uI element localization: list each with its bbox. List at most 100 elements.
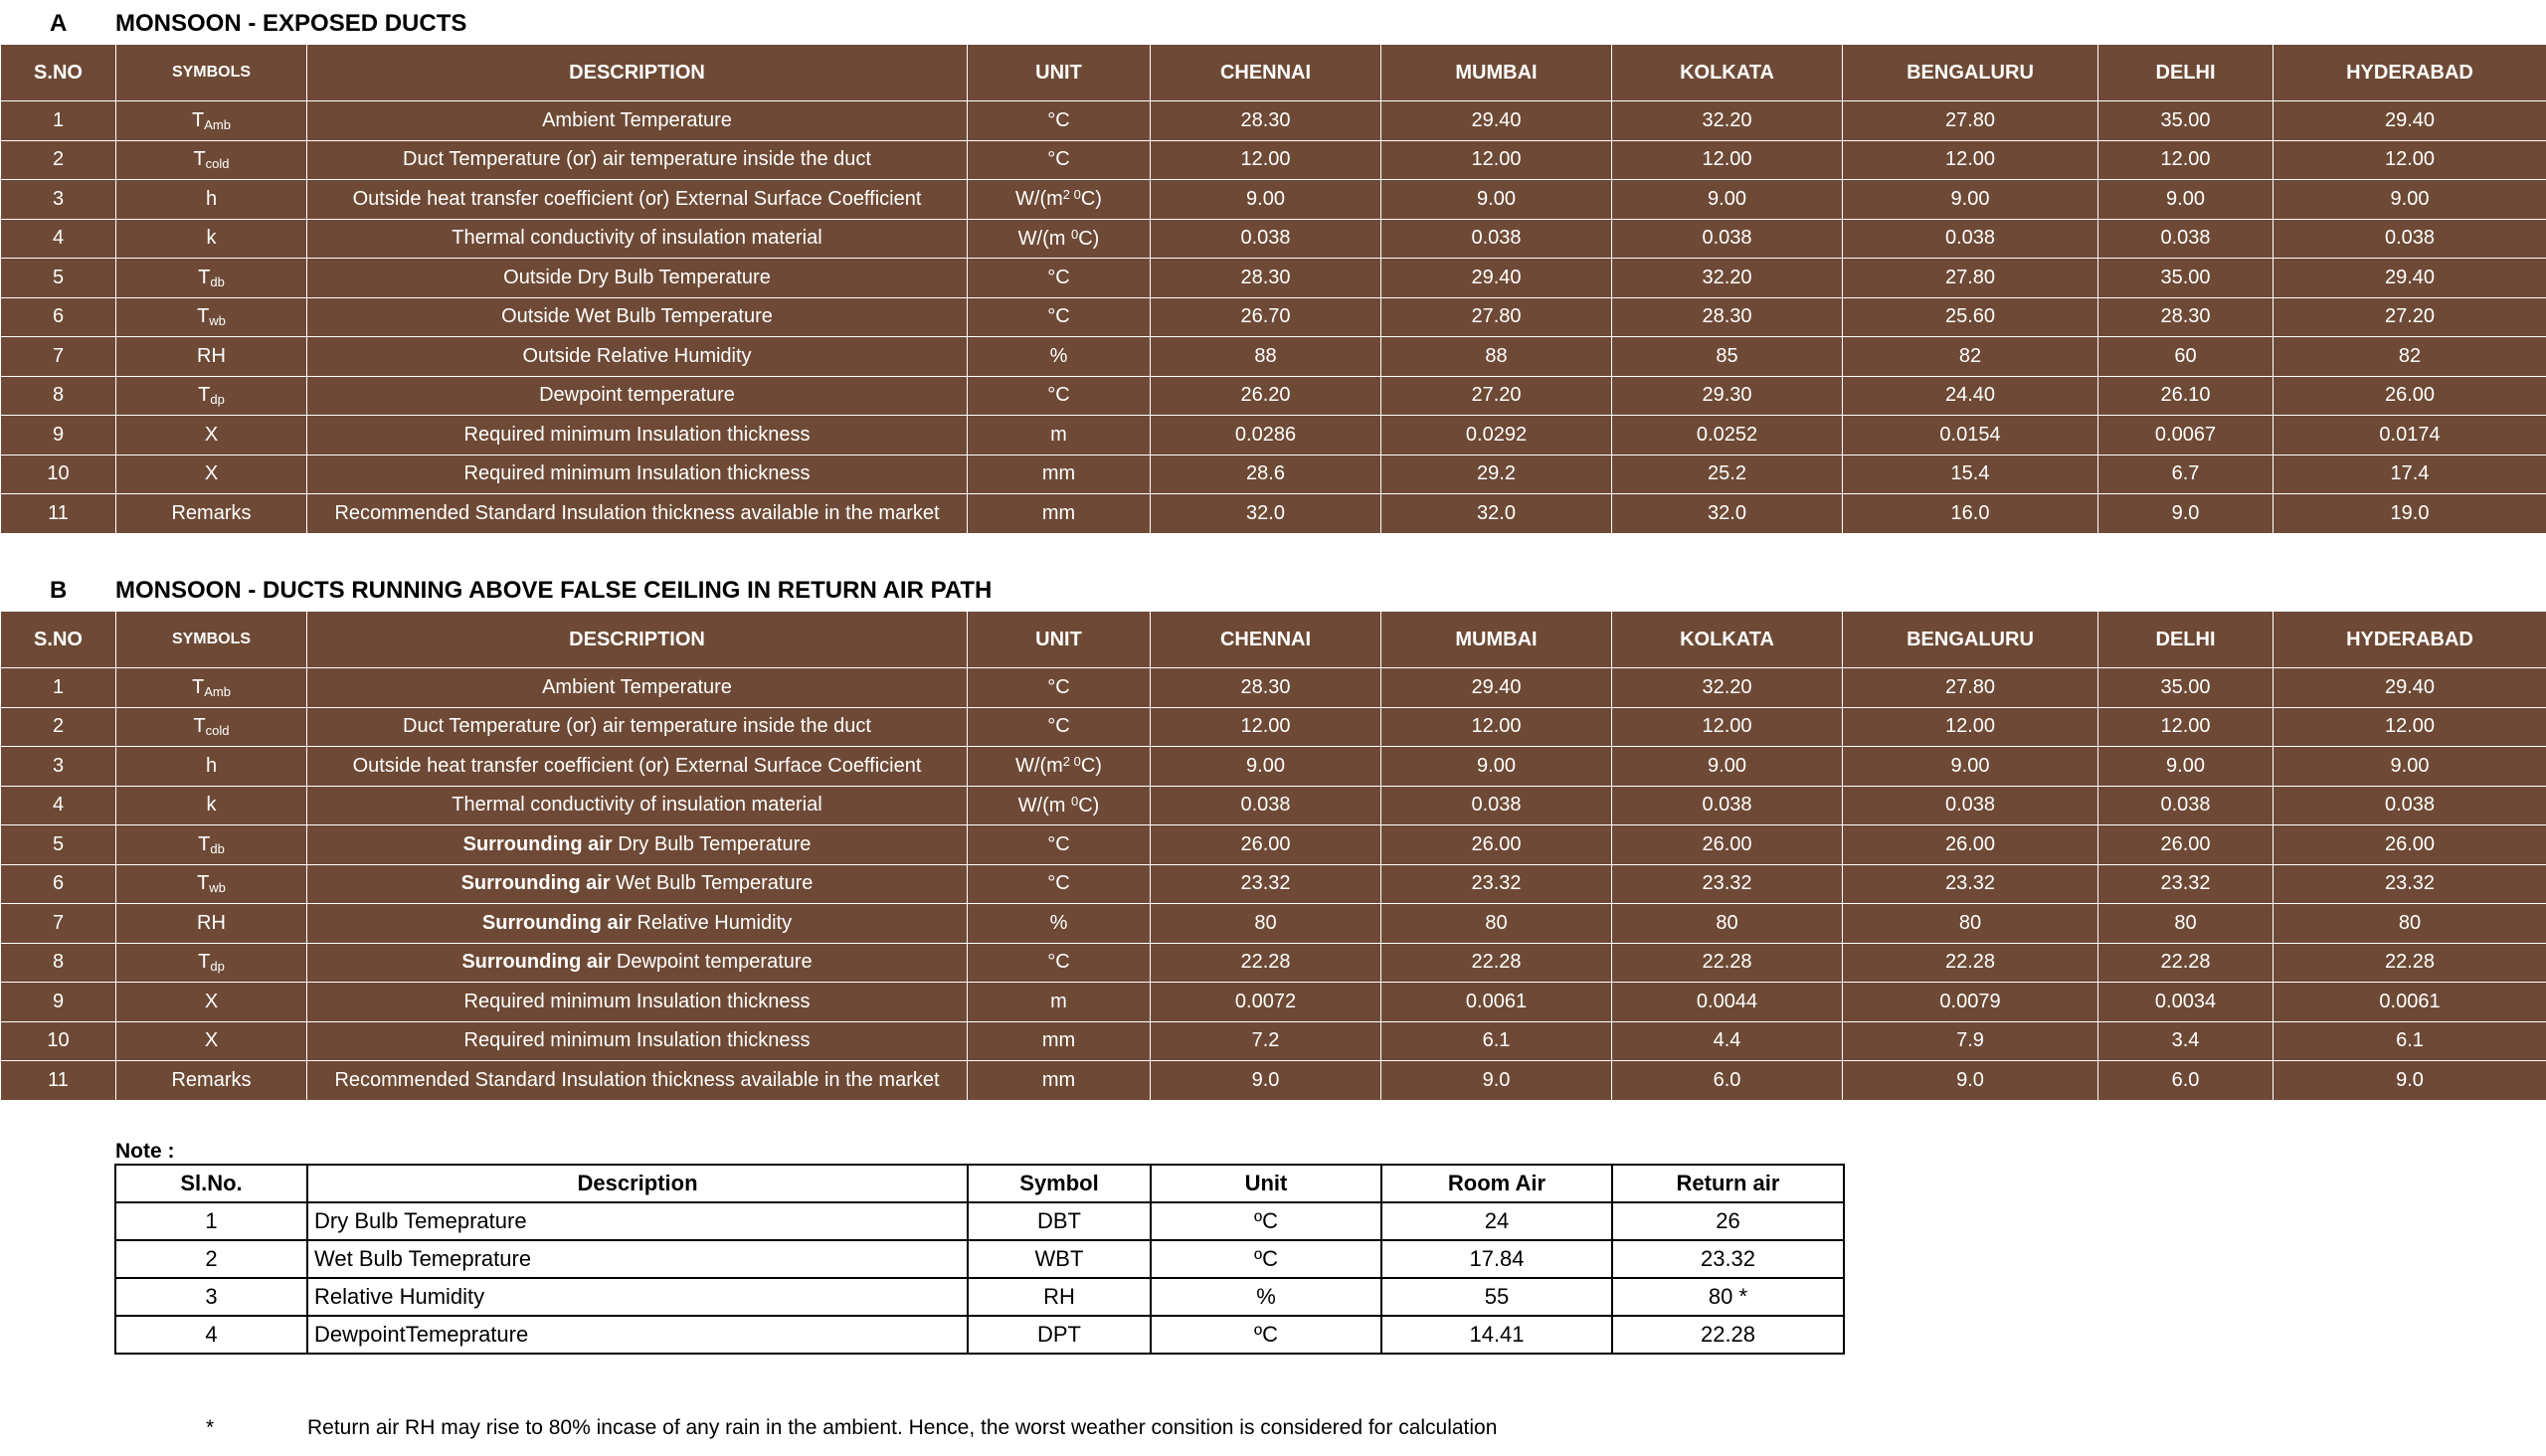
value-cell: 9.00 <box>2097 179 2273 220</box>
description-cell: Required minimum Insulation thickness <box>306 454 968 494</box>
symbol-text: X <box>204 990 219 1012</box>
unit-cell: °C <box>967 942 1151 983</box>
value-cell: 6.1 <box>1380 1020 1612 1061</box>
symbol-text: T <box>192 108 205 131</box>
note-cell: DBT <box>967 1201 1152 1241</box>
description-cell: Ambient Temperature <box>306 100 968 141</box>
column-header: HYDERABAD <box>2273 611 2546 668</box>
description-text: Thermal conductivity of insulation mater… <box>452 794 822 817</box>
unit-text: °C <box>1047 675 1070 698</box>
table-row: 4 k Thermal conductivity of insulation mat… <box>0 785 2546 825</box>
value-cell: 23.32 <box>2273 863 2546 904</box>
description-text: Wet Bulb Temperature <box>616 872 814 895</box>
unit-text: °C <box>1047 872 1070 895</box>
header-row: S.NO SYMBOLS DESCRIPTION UNIT CHENNAI MUMBAI K… <box>0 44 2546 101</box>
unit-cell: °C <box>967 258 1151 298</box>
unit-tail: C) <box>1080 755 1102 778</box>
note-table: Sl.No. Description Symbol Unit Room Air Retur… <box>114 1164 1845 1355</box>
description-text: Relative Humidity <box>636 911 793 934</box>
sno-cell: 3 <box>0 746 116 787</box>
symbol-cell: Twb <box>115 863 307 904</box>
unit-text: % <box>1049 344 1068 367</box>
section-a-letter: A <box>50 10 68 37</box>
value-cell: 32.0 <box>1150 493 1381 534</box>
table-row: 7 RH Surrounding air Relative Humidity% 80 8… <box>0 903 2546 944</box>
symbol-cell: Tdp <box>115 942 307 983</box>
unit-text: m <box>1050 423 1067 446</box>
value-cell: 9.00 <box>1842 746 2098 787</box>
column-header: KOLKATA <box>1611 44 1843 101</box>
description-text: Required minimum Insulation thickness <box>463 1029 811 1052</box>
value-cell: 12.00 <box>1380 706 1612 747</box>
unit-text: % <box>1049 911 1068 934</box>
value-cell: 9.00 <box>2273 746 2546 787</box>
note-row: 3 Relative Humidity RH% 55 80 * <box>114 1277 1845 1317</box>
value-cell: 22.28 <box>2097 942 2273 983</box>
value-cell: 27.20 <box>1380 375 1612 416</box>
column-header: HYDERABAD <box>2273 44 2546 101</box>
table-row: 1 TAmb Ambient Temperature °C 28.30 29.40 32.2… <box>0 100 2546 141</box>
symbol-subscript: Amb <box>204 683 231 699</box>
description-text: Outside heat transfer coefficient (or) E… <box>352 754 922 777</box>
table-row: 6 Twb Surrounding air Wet Bulb Temperature… <box>0 863 2546 904</box>
value-cell: 26.00 <box>1611 824 1843 865</box>
note-row: 2 Wet Bulb Temeprature WBT ºC 17.84 23.32 <box>114 1239 1845 1279</box>
column-header: CHENNAI <box>1150 44 1381 101</box>
symbol-subscript: dp <box>210 392 225 408</box>
note-cell: WBT <box>967 1239 1152 1279</box>
value-cell: 0.038 <box>1380 218 1612 259</box>
note-cell: Wet Bulb Temeprature <box>306 1239 969 1279</box>
description-cell: Surrounding air Dewpoint temperature <box>306 942 968 983</box>
unit-text: °C <box>1047 305 1070 328</box>
value-cell: 0.038 <box>2273 785 2546 825</box>
column-header: S.NO <box>0 44 116 101</box>
value-cell: 22.28 <box>1380 942 1612 983</box>
table-row: 9 X Required minimum Insulation thickness m… <box>0 982 2546 1022</box>
column-header: BENGALURU <box>1842 44 2098 101</box>
column-header: S.NO <box>0 611 116 668</box>
symbol-cell: Tcold <box>115 706 307 747</box>
symbol-text: RH <box>197 911 226 934</box>
symbol-cell: X <box>115 1020 307 1061</box>
value-cell: 29.40 <box>2273 100 2546 141</box>
value-cell: 0.0044 <box>1611 982 1843 1022</box>
value-cell: 23.32 <box>1380 863 1612 904</box>
note-cell: 26 <box>1611 1201 1845 1241</box>
unit-superscript: 2 0 <box>1062 754 1081 770</box>
value-cell: 22.28 <box>1150 942 1381 983</box>
unit-cell: °C <box>967 863 1151 904</box>
note-cell: DPT <box>967 1315 1152 1355</box>
column-header: UNIT <box>967 611 1151 668</box>
value-cell: 35.00 <box>2097 258 2273 298</box>
value-cell: 80 <box>2273 903 2546 944</box>
description-cell: Outside Relative Humidity <box>306 336 968 377</box>
unit-cell: m <box>967 982 1151 1022</box>
table-row: 10 X Required minimum Insulation thickness… <box>0 1020 2546 1061</box>
column-header: BENGALURU <box>1842 611 2098 668</box>
description-cell: Outside Wet Bulb Temperature <box>306 296 968 337</box>
value-cell: 0.0292 <box>1380 415 1612 455</box>
unit-tail: C) <box>1078 794 1100 817</box>
value-cell: 0.0154 <box>1842 415 2098 455</box>
unit-text: °C <box>1047 266 1070 288</box>
unit-text: W/(m <box>1015 188 1063 211</box>
note-cell: 22.28 <box>1611 1315 1845 1355</box>
column-header: SYMBOLS <box>115 611 307 668</box>
value-cell: 80 <box>1150 903 1381 944</box>
value-cell: 35.00 <box>2097 667 2273 708</box>
value-cell: 23.32 <box>2097 863 2273 904</box>
value-cell: 32.20 <box>1611 258 1843 298</box>
unit-cell: mm <box>967 454 1151 494</box>
unit-text: °C <box>1047 715 1070 738</box>
symbol-cell: RH <box>115 336 307 377</box>
value-cell: 9.00 <box>2273 179 2546 220</box>
description-text: Dry Bulb Temperature <box>618 832 812 855</box>
table-row: 3 h Outside heat transfer coefficient (or)… <box>0 746 2546 787</box>
sno-cell: 11 <box>0 1060 116 1101</box>
note-cell: 24 <box>1380 1201 1613 1241</box>
symbol-text: k <box>206 227 217 250</box>
note-cell: 55 <box>1380 1277 1613 1317</box>
symbol-subscript: cold <box>205 156 230 172</box>
table-row: 5 Tdb Outside Dry Bulb Temperature °C 28.30 2… <box>0 258 2546 298</box>
value-cell: 25.2 <box>1611 454 1843 494</box>
